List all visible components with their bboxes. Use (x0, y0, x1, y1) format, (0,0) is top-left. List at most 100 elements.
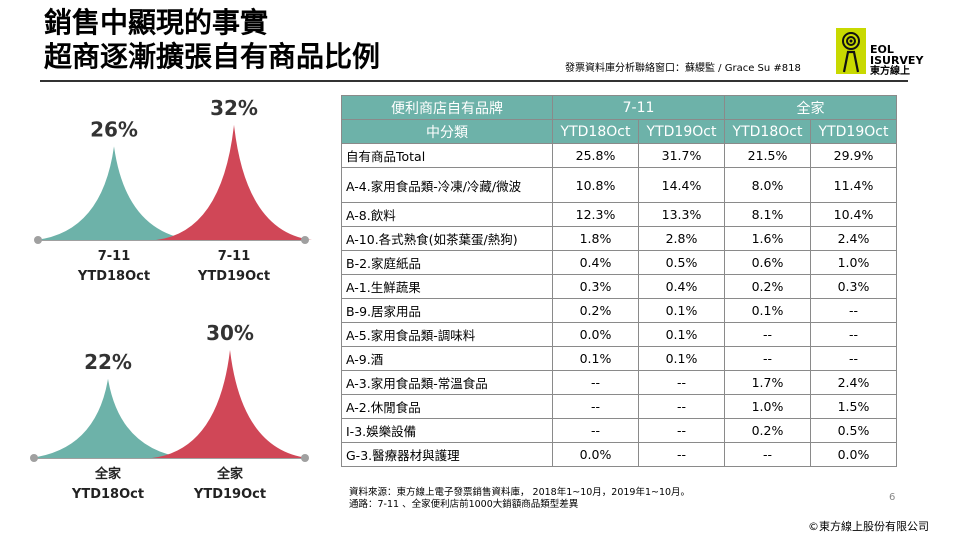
table-cell-category: B-2.家庭紙品 (341, 250, 553, 275)
table-row: A-8.飲料 12.3% 13.3% 8.1% 10.4% (341, 202, 897, 227)
table-row: G-3.醫療器材與護理 0.0% -- -- 0.0% (341, 442, 897, 467)
table-cell-value: 0.1% (724, 298, 811, 323)
peak-charts: 26% 7-11 YTD18Oct 32% 7-11 YTD19Oct 22% 全家 YTD18… (30, 96, 312, 502)
table-cell-value: -- (724, 322, 811, 347)
table-cell-value: 0.4% (552, 250, 639, 275)
table-cell-value: -- (552, 370, 639, 395)
table-row: 自有商品Total 25.8% 31.7% 21.5% 29.9% (341, 143, 897, 168)
peak-value-label: 30% (206, 321, 254, 345)
table-cell-value: 31.7% (638, 143, 725, 168)
table-cell-value: -- (552, 418, 639, 443)
table-cell-value: 0.0% (810, 442, 897, 467)
table-row: A-10.各式熟食(如茶葉蛋/熱狗) 1.8% 2.8% 1.6% 2.4% (341, 226, 897, 251)
table-cell-category: A-9.酒 (341, 346, 553, 371)
header-store-brand: 便利商店自有品牌 (341, 95, 553, 120)
table-row: I-3.娛樂設備 -- -- 0.2% 0.5% (341, 418, 897, 443)
table-cell-value: 0.3% (810, 274, 897, 299)
table-cell-category: A-5.家用食品類-調味料 (341, 322, 553, 347)
peak-value-label: 26% (90, 117, 138, 141)
table-cell-category: A-2.休閒食品 (341, 394, 553, 419)
title-line-2: 超商逐漸擴張自有商品比例 (44, 40, 381, 73)
table-header-row: 便利商店自有品牌 7-11 全家 (341, 95, 897, 120)
peak-period-label: YTD19Oct (197, 269, 270, 284)
table-cell-category: A-1.生鮮蔬果 (341, 274, 553, 299)
table-cell-value: 8.1% (724, 202, 811, 227)
contact-info: 發票資料庫分析聯絡窗口：蘇纓監 / Grace Su #818 (565, 63, 801, 74)
page-title: 銷售中顯現的事實 超商逐漸擴張自有商品比例 (44, 6, 380, 74)
table-cell-value: 2.4% (810, 370, 897, 395)
table-cell-value: 0.1% (638, 322, 725, 347)
logo-text-eol: EOL (870, 43, 894, 56)
table-cell-value: 2.4% (810, 226, 897, 251)
table-cell-value: 10.8% (552, 167, 639, 203)
table-cell-value: 1.7% (724, 370, 811, 395)
axis-end-dot (30, 454, 38, 462)
header-period-3: YTD19Oct (810, 119, 897, 144)
peak-mark-ytd19 (156, 124, 312, 240)
table-row: A-3.家用食品類-常溫食品 -- -- 1.7% 2.4% (341, 370, 897, 395)
peak-category-label: 7-11 (218, 249, 251, 264)
source-line-1: 資料來源：東方線上電子發票銷售資料庫， 2018年1~10月，2019年1~10… (349, 487, 691, 498)
table-cell-value: -- (810, 346, 897, 371)
axis-end-dot (301, 236, 309, 244)
axis-end-dot (34, 236, 42, 244)
peak-mark-ytd19 (152, 350, 308, 458)
peak-mark-ytd18 (30, 378, 186, 458)
table-cell-value: 0.2% (552, 298, 639, 323)
table-cell-value: -- (810, 298, 897, 323)
table-cell-category: 自有商品Total (341, 143, 553, 168)
source-line-2: 通路：7-11 、全家便利店前1000大銷額商品類型差異 (349, 499, 579, 510)
table-cell-value: 0.2% (724, 274, 811, 299)
table-cell-value: 0.1% (552, 346, 639, 371)
table-cell-value: 1.5% (810, 394, 897, 419)
table-cell-category: G-3.醫療器材與護理 (341, 442, 553, 467)
table-row: A-5.家用食品類-調味料 0.0% 0.1% -- -- (341, 322, 897, 347)
table-row: B-9.居家用品 0.2% 0.1% 0.1% -- (341, 298, 897, 323)
table-cell-value: 1.0% (724, 394, 811, 419)
header-period-2: YTD18Oct (724, 119, 811, 144)
table-cell-value: -- (552, 394, 639, 419)
table-cell-value: 0.4% (638, 274, 725, 299)
table-cell-category: I-3.娛樂設備 (341, 418, 553, 443)
header-group-1: 全家 (724, 95, 897, 120)
peak-category-label: 全家 (94, 466, 122, 482)
table-cell-value: 8.0% (724, 167, 811, 203)
table-cell-value: 14.4% (638, 167, 725, 203)
table-cell-value: -- (638, 370, 725, 395)
table-cell-value: 10.4% (810, 202, 897, 227)
table-cell-value: -- (638, 442, 725, 467)
table-cell-value: -- (638, 394, 725, 419)
private-label-table: 便利商店自有品牌 7-11 全家 中分類 YTD18Oct YTD19Oct YTD18Oc… (341, 95, 897, 467)
table-subheader-row: 中分類 YTD18Oct YTD19Oct YTD18Oct YTD19Oct (341, 119, 897, 144)
eol-isurvey-logo: EOL ISURVEY 東方線上 (836, 28, 936, 78)
title-line-1: 銷售中顯現的事實 (44, 6, 269, 39)
table-cell-value: 0.1% (638, 298, 725, 323)
table-cell-category: A-4.家用食品類-冷凍/冷藏/微波 (341, 167, 553, 203)
table-cell-value: 0.6% (724, 250, 811, 275)
title-divider (40, 80, 908, 82)
table-cell-value: 13.3% (638, 202, 725, 227)
peak-category-label: 全家 (216, 466, 244, 482)
peak-category-label: 7-11 (98, 249, 131, 264)
table-cell-value: 0.0% (552, 322, 639, 347)
logo-mark-icon (836, 28, 866, 74)
table-cell-value: 2.8% (638, 226, 725, 251)
table-cell-value: 1.8% (552, 226, 639, 251)
peak-period-label: YTD18Oct (77, 269, 150, 284)
copyright: ©東方線上股份有限公司 (808, 520, 929, 533)
logo-text-chinese: 東方線上 (870, 66, 910, 77)
axis-end-dot (301, 454, 309, 462)
table-cell-value: 11.4% (810, 167, 897, 203)
header-period-0: YTD18Oct (552, 119, 639, 144)
table-row: A-1.生鮮蔬果 0.3% 0.4% 0.2% 0.3% (341, 274, 897, 299)
header-group-0: 7-11 (552, 95, 725, 120)
peak-period-label: YTD18Oct (71, 487, 144, 502)
header-category: 中分類 (341, 119, 553, 144)
table-cell-value: 0.5% (810, 418, 897, 443)
table-cell-value: 29.9% (810, 143, 897, 168)
table-row: B-2.家庭紙品 0.4% 0.5% 0.6% 1.0% (341, 250, 897, 275)
table-cell-value: -- (638, 418, 725, 443)
table-cell-category: B-9.居家用品 (341, 298, 553, 323)
table-cell-value: -- (724, 442, 811, 467)
table-cell-value: 0.1% (638, 346, 725, 371)
